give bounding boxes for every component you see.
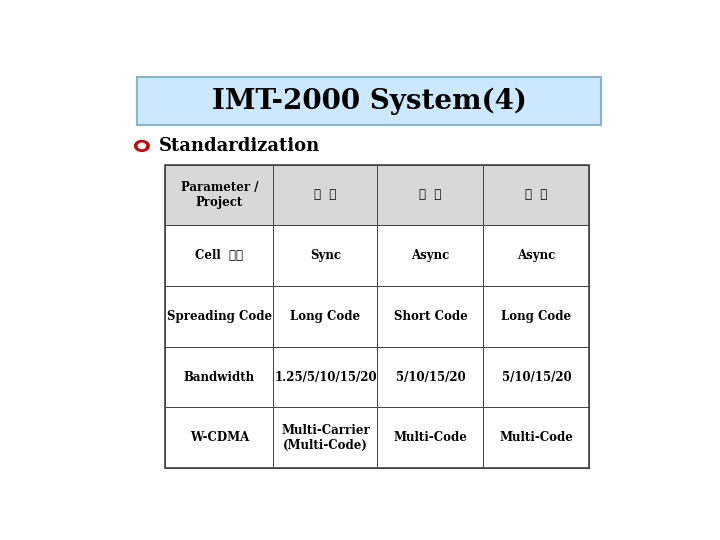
Text: Sync: Sync xyxy=(310,249,341,262)
Bar xyxy=(274,347,377,407)
Bar xyxy=(483,165,590,225)
Circle shape xyxy=(138,143,145,148)
Text: Async: Async xyxy=(517,249,556,262)
Text: Multi-Carrier
(Multi-Code): Multi-Carrier (Multi-Code) xyxy=(281,424,370,452)
Text: 5/10/15/20: 5/10/15/20 xyxy=(502,370,571,383)
Text: Async: Async xyxy=(411,249,449,262)
Bar xyxy=(274,407,377,468)
Text: Multi-Code: Multi-Code xyxy=(393,431,467,444)
Text: Cell  동기: Cell 동기 xyxy=(195,249,243,262)
Text: 유  럽: 유 럽 xyxy=(419,188,441,201)
Circle shape xyxy=(135,140,149,151)
Bar xyxy=(483,347,590,407)
Text: W-CDMA: W-CDMA xyxy=(190,431,249,444)
Bar xyxy=(274,286,377,347)
Bar xyxy=(166,286,274,347)
Bar xyxy=(274,225,377,286)
Bar xyxy=(483,225,590,286)
FancyBboxPatch shape xyxy=(138,77,600,125)
Text: 일  본: 일 본 xyxy=(526,188,547,201)
Text: Parameter /
Project: Parameter / Project xyxy=(181,181,258,209)
Bar xyxy=(166,165,274,225)
Bar xyxy=(274,165,377,225)
Text: Spreading Code: Spreading Code xyxy=(167,310,272,323)
Bar xyxy=(166,347,274,407)
Bar xyxy=(377,407,483,468)
Bar xyxy=(166,165,590,468)
Text: 5/10/15/20: 5/10/15/20 xyxy=(395,370,465,383)
Bar xyxy=(166,225,274,286)
Text: 미  국: 미 국 xyxy=(315,188,336,201)
Bar xyxy=(377,225,483,286)
Text: 1.25/5/10/15/20: 1.25/5/10/15/20 xyxy=(274,370,377,383)
Bar xyxy=(483,407,590,468)
Text: Long Code: Long Code xyxy=(501,310,572,323)
Text: Multi-Code: Multi-Code xyxy=(500,431,573,444)
Bar xyxy=(166,407,274,468)
Text: Standardization: Standardization xyxy=(159,137,320,155)
Text: Long Code: Long Code xyxy=(290,310,361,323)
Bar xyxy=(377,347,483,407)
Text: Bandwidth: Bandwidth xyxy=(184,370,255,383)
Bar xyxy=(483,286,590,347)
Bar xyxy=(377,165,483,225)
Bar xyxy=(377,286,483,347)
Text: Short Code: Short Code xyxy=(394,310,467,323)
Text: IMT-2000 System(4): IMT-2000 System(4) xyxy=(212,87,526,115)
